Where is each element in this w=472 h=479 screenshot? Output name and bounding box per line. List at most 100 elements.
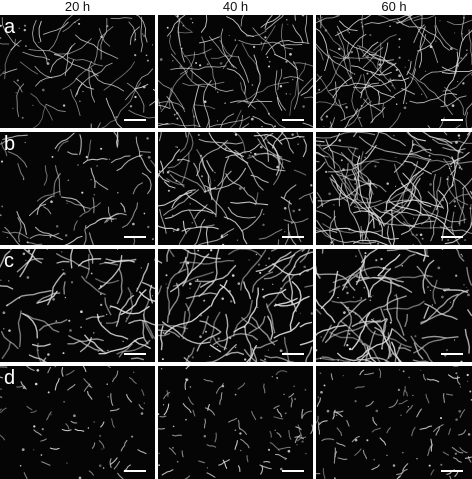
speckle-dot bbox=[274, 429, 276, 431]
speckle-dot bbox=[2, 230, 4, 233]
hypha-filament bbox=[379, 437, 387, 446]
hypha-filament bbox=[209, 311, 221, 342]
speckle-dot bbox=[377, 242, 380, 245]
speckle-dot bbox=[355, 255, 357, 258]
hypha-filament bbox=[0, 366, 8, 368]
speckle-dot bbox=[461, 33, 464, 35]
speckle-dot bbox=[296, 444, 298, 446]
hypha-filament bbox=[133, 235, 136, 245]
speckle-dot bbox=[263, 296, 265, 299]
speckle-dot bbox=[229, 336, 232, 340]
hypha-filament bbox=[202, 80, 212, 128]
speckle-dot bbox=[317, 396, 320, 398]
speckle-dot bbox=[304, 389, 307, 391]
hypha-filament bbox=[29, 232, 60, 239]
hypha-filament bbox=[244, 326, 252, 362]
hypha-filament bbox=[206, 160, 214, 172]
speckle-dot bbox=[366, 439, 369, 442]
hypha-filament bbox=[74, 83, 83, 97]
hypha-filament bbox=[297, 424, 303, 437]
speckle-dot bbox=[142, 33, 144, 35]
speckle-dot bbox=[206, 63, 209, 66]
hypha-filament bbox=[189, 249, 197, 274]
hypha-filament bbox=[247, 54, 261, 108]
hypha-filament bbox=[223, 313, 229, 351]
speckle-dot bbox=[78, 476, 82, 479]
hypha-filament bbox=[443, 289, 469, 293]
hypha-filament bbox=[96, 313, 129, 340]
hypha-filament bbox=[394, 253, 416, 269]
hypha-filament bbox=[67, 151, 78, 155]
hypha-filament bbox=[338, 182, 343, 207]
speckle-dot bbox=[90, 179, 92, 181]
speckle-dot bbox=[66, 202, 68, 204]
hypha-filament bbox=[403, 386, 406, 396]
micrograph-panel-d-1: d bbox=[0, 366, 155, 479]
hypha-filament bbox=[88, 249, 94, 264]
hypha-filament bbox=[202, 315, 209, 335]
speckle-dot bbox=[198, 64, 202, 67]
hypha-filament bbox=[281, 291, 297, 312]
hypha-filament bbox=[262, 288, 287, 298]
hypha-filament bbox=[7, 151, 28, 168]
speckle-dot bbox=[372, 295, 374, 297]
speckle-dot bbox=[27, 249, 31, 252]
hypha-filament bbox=[330, 178, 362, 240]
hypha-filament bbox=[356, 352, 370, 362]
speckle-dot bbox=[362, 343, 364, 345]
hypha-filament bbox=[203, 418, 207, 429]
hypha-filament bbox=[253, 339, 278, 349]
hypha-filament bbox=[64, 235, 83, 245]
hypha-filament bbox=[0, 376, 3, 379]
speckle-dot bbox=[274, 125, 276, 128]
hypha-filament bbox=[210, 55, 240, 59]
hypha-filament bbox=[369, 68, 417, 107]
hypha-filament bbox=[17, 163, 25, 178]
hypha-filament bbox=[316, 101, 347, 106]
hypha-filament bbox=[98, 28, 111, 47]
hypha-filament bbox=[0, 70, 5, 77]
speckle-dot bbox=[260, 42, 262, 44]
hypha-filament bbox=[316, 472, 321, 475]
hypha-filament bbox=[316, 397, 321, 407]
hypha-filament bbox=[19, 61, 39, 75]
hypha-filament bbox=[97, 122, 101, 128]
hypha-filament bbox=[265, 303, 276, 334]
hypha-filament bbox=[43, 165, 48, 186]
hypha-filament bbox=[394, 344, 402, 362]
hypha-filament bbox=[353, 210, 383, 237]
hypha-filament bbox=[222, 44, 238, 70]
speckle-dot bbox=[364, 156, 366, 159]
hypha-filament bbox=[237, 465, 241, 473]
speckle-dot bbox=[147, 156, 151, 159]
speckle-dot bbox=[450, 165, 452, 168]
hypha-filament bbox=[277, 68, 283, 91]
speckle-dot bbox=[177, 159, 180, 161]
speckle-dot bbox=[360, 203, 362, 205]
hypha-filament bbox=[447, 175, 469, 206]
hypha-filament bbox=[208, 36, 237, 69]
hypha-filament bbox=[377, 90, 380, 105]
speckle-dot bbox=[301, 440, 304, 443]
hypha-filament bbox=[134, 83, 149, 90]
hypha-filament bbox=[100, 421, 105, 428]
speckle-dot bbox=[239, 432, 242, 435]
speckle-dot bbox=[373, 458, 376, 461]
scale-bar bbox=[441, 236, 463, 238]
speckle-dot bbox=[262, 213, 265, 215]
hypha-filament bbox=[316, 160, 320, 163]
hypha-filament bbox=[409, 76, 428, 99]
speckle-dot bbox=[255, 253, 258, 256]
speckle-dot bbox=[85, 155, 88, 159]
speckle-dot bbox=[93, 421, 95, 423]
hypha-filament bbox=[193, 218, 206, 245]
hypha-filament bbox=[416, 252, 430, 257]
hypha-filament bbox=[227, 206, 256, 219]
hypha-filament bbox=[56, 260, 70, 264]
hypha-filament bbox=[396, 15, 414, 24]
speckle-dot bbox=[352, 296, 355, 299]
speckle-dot bbox=[244, 358, 247, 361]
hypha-filament bbox=[41, 461, 51, 466]
row-label-c: c bbox=[4, 250, 14, 272]
speckle-dot bbox=[162, 404, 165, 406]
